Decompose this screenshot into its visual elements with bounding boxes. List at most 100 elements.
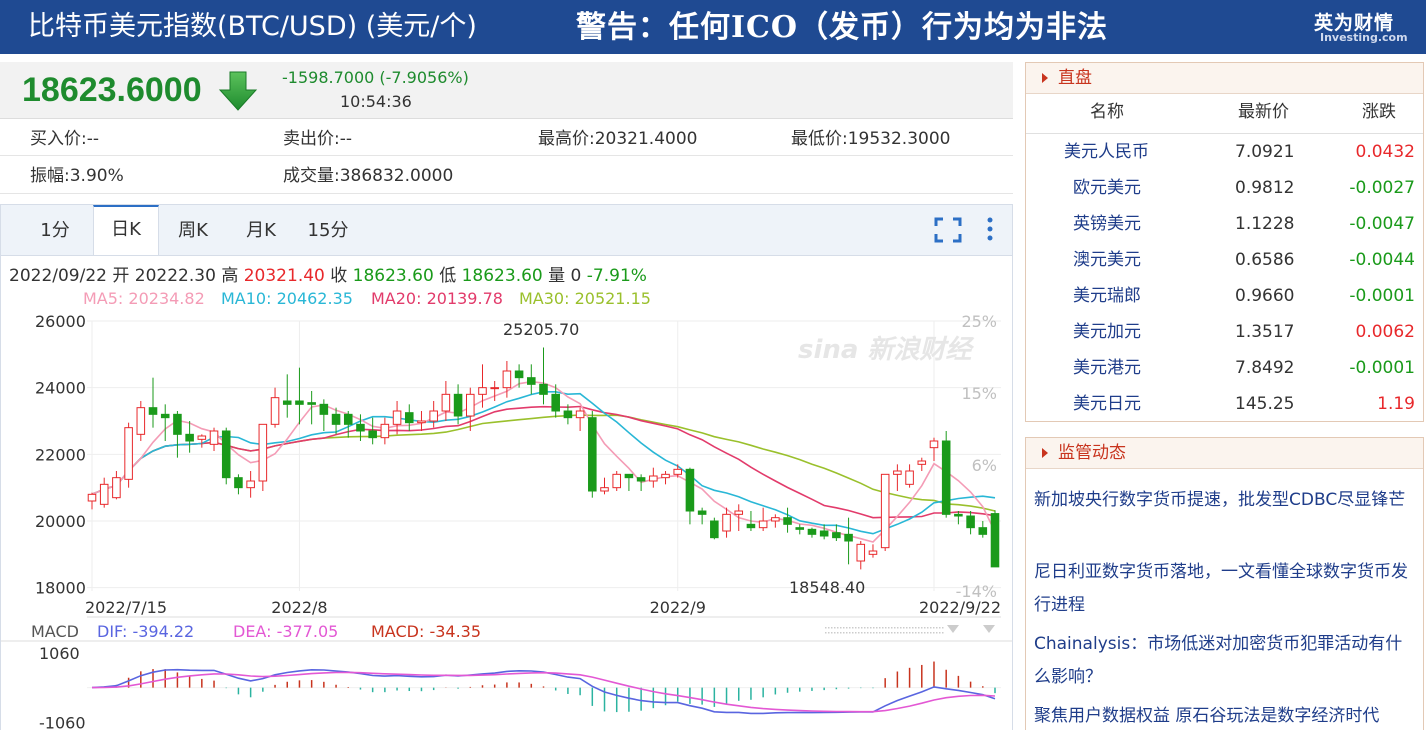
dea-line bbox=[91, 671, 996, 713]
volume: 成交量:386832.0000 bbox=[283, 166, 454, 186]
market-row[interactable]: 美元加元 1.3517 0.0062 bbox=[1026, 321, 1423, 357]
bid-price: 买入价:-- bbox=[30, 129, 99, 149]
market-name[interactable]: 美元人民币 bbox=[1064, 142, 1149, 162]
news-link[interactable]: Chainalysis：市场低迷对加密货币犯罪活动有什么影响？ bbox=[1034, 634, 1403, 687]
market-row[interactable]: 美元港元 7.8492 -0.0001 bbox=[1026, 357, 1423, 393]
market-row[interactable]: 美元日元 145.25 1.19 bbox=[1026, 393, 1423, 429]
ma20-line bbox=[91, 405, 996, 519]
y-right-tick-label: 25% bbox=[961, 312, 997, 331]
open-label: 开 bbox=[112, 266, 130, 286]
pct-change: -7.91% bbox=[586, 266, 647, 286]
y-right-tick-label: 6% bbox=[972, 456, 997, 475]
market-change: -0.0001 bbox=[1349, 286, 1415, 306]
tab-15min[interactable]: 15分 bbox=[307, 220, 349, 241]
price-change: -1598.7000 (-7.9056%) bbox=[282, 68, 469, 87]
candle bbox=[588, 411, 597, 498]
candle bbox=[893, 464, 902, 491]
tab-daily[interactable]: 日K bbox=[93, 205, 159, 255]
dea-legend: DEA: -377.05 bbox=[233, 622, 338, 641]
candle bbox=[234, 474, 243, 495]
macd-value-legend: MACD: -34.35 bbox=[371, 622, 481, 641]
news-link[interactable]: 聚焦用户数据权益 原石谷玩法是数字经济时代 bbox=[1034, 706, 1380, 726]
news-link[interactable]: 尼日利亚数字货币落地，一文看懂全球数字货币发行进程 bbox=[1034, 562, 1408, 615]
candle bbox=[343, 411, 353, 438]
market-name[interactable]: 美元加元 bbox=[1073, 322, 1141, 342]
candle bbox=[856, 541, 866, 570]
page-title: 比特币美元指数(BTC/USD) (美元/个) bbox=[28, 11, 477, 42]
investing-logo[interactable]: 英为财情 Investing.com bbox=[1314, 8, 1414, 46]
dif-legend: DIF: -394.22 bbox=[97, 622, 194, 641]
market-name[interactable]: 欧元美元 bbox=[1073, 178, 1141, 198]
candle bbox=[978, 521, 988, 538]
divider bbox=[1026, 133, 1423, 134]
candle bbox=[734, 504, 744, 531]
candle bbox=[758, 507, 768, 531]
market-row[interactable]: 澳元美元 0.6586 -0.0044 bbox=[1026, 249, 1423, 285]
market-name[interactable]: 美元瑞郎 bbox=[1073, 286, 1141, 306]
y-right-tick-label: 15% bbox=[961, 384, 997, 403]
candle bbox=[929, 437, 939, 461]
candle bbox=[453, 384, 463, 425]
candle bbox=[148, 377, 158, 428]
ico-warning: 警告：任何ICO（发币）行为均为非法 bbox=[576, 10, 1109, 45]
market-row[interactable]: 美元瑞郎 0.9660 -0.0001 bbox=[1026, 285, 1423, 321]
last-price: 18623.6000 bbox=[22, 71, 202, 109]
ma10-legend: MA10: 20462.35 bbox=[221, 289, 353, 308]
y-tick-label: 22000 bbox=[35, 445, 86, 464]
market-change: 0.0062 bbox=[1355, 322, 1415, 342]
tab-1min[interactable]: 1分 bbox=[40, 220, 70, 241]
news-panel-header: 监管动态 bbox=[1026, 438, 1423, 469]
market-panel-title[interactable]: 直盘 bbox=[1058, 68, 1092, 88]
page-header: 比特币美元指数(BTC/USD) (美元/个) 警告：任何ICO（发币）行为均为… bbox=[0, 0, 1426, 54]
ohlc-info: 2022/09/22 开 20222.30 高 20321.40 收 18623… bbox=[9, 265, 647, 287]
candle bbox=[478, 364, 487, 408]
market-change: -0.0044 bbox=[1349, 250, 1415, 270]
candle bbox=[429, 401, 438, 428]
market-row[interactable]: 英镑美元 1.1228 -0.0047 bbox=[1026, 213, 1423, 249]
candle bbox=[697, 507, 707, 525]
candle bbox=[490, 381, 499, 401]
market-name[interactable]: 澳元美元 bbox=[1073, 250, 1141, 270]
market-name[interactable]: 英镑美元 bbox=[1073, 214, 1141, 234]
tab-weekly[interactable]: 周K bbox=[178, 220, 208, 241]
candle bbox=[807, 527, 817, 538]
news-panel-title[interactable]: 监管动态 bbox=[1058, 443, 1126, 463]
candle bbox=[441, 381, 451, 421]
candle bbox=[99, 477, 109, 508]
candle bbox=[661, 471, 670, 485]
tab-monthly[interactable]: 月K bbox=[246, 220, 276, 241]
market-name[interactable]: 美元港元 bbox=[1073, 358, 1141, 378]
market-change: -0.0027 bbox=[1349, 178, 1415, 198]
candle bbox=[502, 361, 512, 398]
ma5-legend: MA5: 20234.82 bbox=[83, 289, 205, 308]
candlestick-chart[interactable]: sina 新浪财经 26000 24000 22000 20000 18000 25% 15… bbox=[1, 309, 1012, 729]
more-options-icon[interactable] bbox=[985, 217, 995, 243]
macd-tick-label: -1060 bbox=[39, 713, 86, 729]
vol-value: 0 bbox=[570, 266, 582, 286]
low-label: 低 bbox=[439, 266, 457, 286]
market-row[interactable]: 欧元美元 0.9812 -0.0027 bbox=[1026, 177, 1423, 213]
market-price: 0.9660 bbox=[1235, 286, 1295, 306]
candle bbox=[941, 431, 951, 518]
market-price: 145.25 bbox=[1235, 394, 1295, 414]
candle bbox=[795, 524, 805, 535]
amplitude: 振幅:3.90% bbox=[30, 166, 124, 186]
candle bbox=[258, 423, 268, 491]
ma20-legend: MA20: 20139.78 bbox=[371, 289, 503, 308]
news-link[interactable]: 新加坡央行数字货币提速，批发型CDBC尽显锋芒 bbox=[1034, 490, 1406, 510]
candle bbox=[612, 471, 621, 491]
y-tick-label: 18000 bbox=[35, 579, 86, 598]
candle bbox=[880, 473, 890, 551]
down-arrow-icon bbox=[218, 71, 258, 111]
market-row[interactable]: 美元人民币 7.0921 0.0432 bbox=[1026, 141, 1423, 177]
fullscreen-icon[interactable] bbox=[934, 217, 962, 243]
market-name[interactable]: 美元日元 bbox=[1073, 394, 1141, 414]
chart-scrollbar[interactable] bbox=[825, 625, 995, 634]
vol-label: 量 bbox=[548, 266, 566, 286]
macd-label: MACD bbox=[31, 622, 79, 641]
y-tick-label: 26000 bbox=[35, 312, 86, 331]
candle bbox=[87, 492, 97, 510]
market-price: 7.0921 bbox=[1235, 142, 1295, 162]
candle bbox=[246, 471, 255, 498]
ask-price: 卖出价:-- bbox=[283, 129, 352, 149]
